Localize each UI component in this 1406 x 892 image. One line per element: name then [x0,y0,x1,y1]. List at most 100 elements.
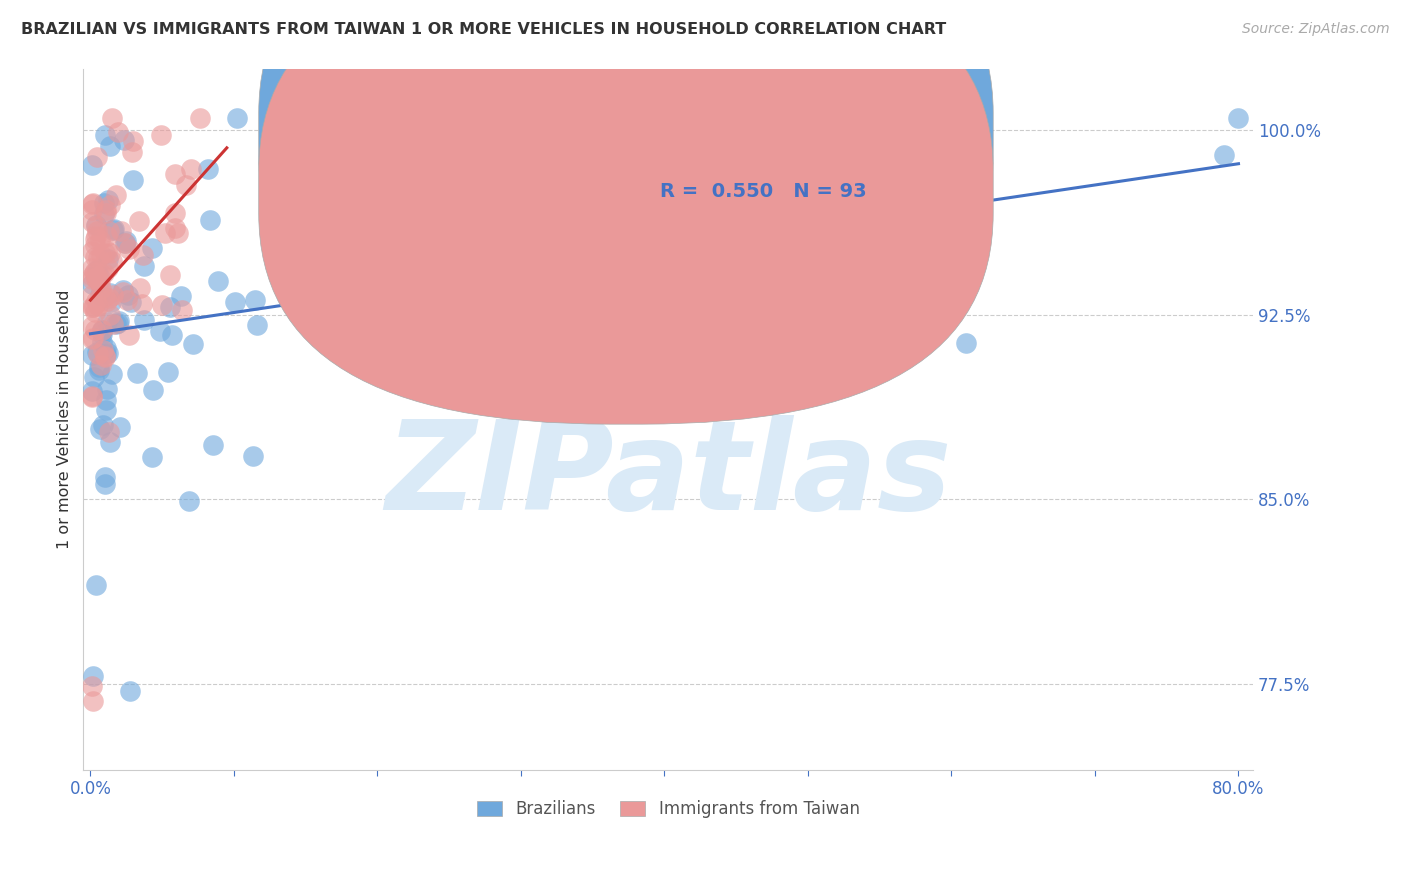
Point [86,263,108,277]
Text: ZIPatlas: ZIPatlas [385,415,952,536]
Point [464,229,486,244]
Point [430,359,453,373]
Point [98,198,121,212]
Point [825,293,848,308]
Point [574,207,596,221]
Point [80,277,103,291]
Point [82,300,104,314]
Point [451,309,474,323]
Point [93,195,115,210]
Point [80,272,103,286]
Point [112,283,135,297]
Point [94,202,117,217]
Point [86,218,108,232]
Point [132,248,155,262]
Point [536,188,558,202]
Point [101,288,124,302]
Point [101,317,124,331]
Point [112,133,135,147]
Point [80,390,103,404]
Point [91,418,114,433]
Point [80,269,103,284]
Point [84,305,107,319]
Point [90,323,112,337]
Point [163,220,186,235]
Point [90,282,112,296]
Point [128,214,150,228]
Point [87,347,110,361]
Point [84,232,107,246]
Point [1227,111,1250,125]
Point [91,327,114,342]
Point [97,346,120,360]
Point [508,325,530,339]
Point [98,286,121,301]
Point [153,226,176,240]
Point [624,188,647,202]
Point [115,293,138,307]
Point [96,244,118,258]
Point [730,207,752,221]
Point [83,238,105,252]
Point [527,234,550,248]
Point [80,197,103,211]
Text: Source: ZipAtlas.com: Source: ZipAtlas.com [1241,22,1389,37]
Point [96,294,118,309]
Point [94,206,117,220]
Point [159,300,181,314]
FancyBboxPatch shape [259,0,993,425]
Point [150,298,173,312]
Point [80,332,103,346]
FancyBboxPatch shape [259,0,993,367]
Point [114,236,136,251]
Point [80,260,103,275]
Point [83,250,105,264]
Point [246,318,269,332]
Point [87,363,110,377]
Point [1213,148,1236,162]
Point [129,280,152,294]
Point [141,241,163,255]
Point [101,253,124,268]
Point [115,234,138,248]
Point [97,252,120,266]
Point [101,111,124,125]
Point [82,203,104,218]
Point [96,393,118,408]
Point [200,212,222,227]
Point [132,313,155,327]
Point [225,111,247,125]
Point [117,287,139,301]
Point [112,285,135,300]
Point [98,435,121,450]
Point [89,277,111,291]
Point [243,293,266,307]
Point [103,221,125,235]
Point [181,336,204,351]
Point [121,173,143,187]
Point [437,190,460,204]
Point [105,188,128,202]
Point [82,158,104,172]
FancyBboxPatch shape [592,96,903,227]
Point [82,694,104,708]
Point [89,360,111,375]
Point [93,476,115,491]
Point [96,315,118,329]
Point [94,469,117,483]
Point [96,342,118,356]
Point [120,294,142,309]
Point [94,349,117,363]
Point [108,419,131,434]
Point [105,317,128,331]
Point [98,308,121,322]
Point [108,314,131,328]
Point [80,318,103,333]
Point [97,193,120,207]
Point [91,324,114,338]
Point [94,246,117,260]
Point [149,324,172,338]
Point [87,270,110,285]
Point [118,242,141,256]
Point [131,297,153,311]
